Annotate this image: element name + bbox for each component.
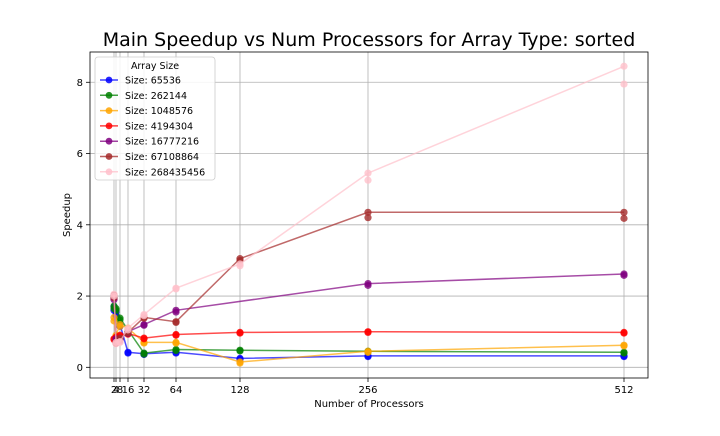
series-group bbox=[110, 302, 628, 358]
x-tick-label: 256 bbox=[358, 385, 377, 396]
data-point bbox=[112, 306, 120, 314]
legend-entry: Size: 1048576 bbox=[100, 106, 193, 117]
y-axis-label: Speedup bbox=[62, 193, 73, 237]
data-point bbox=[140, 312, 148, 320]
x-tick-label: 64 bbox=[170, 385, 183, 396]
series-group bbox=[110, 328, 628, 344]
data-point bbox=[124, 349, 132, 357]
x-tick-label: 16 bbox=[122, 385, 135, 396]
legend-label: Size: 67108864 bbox=[125, 152, 199, 163]
legend-entry: Size: 16777216 bbox=[100, 137, 199, 148]
legend-entry: Size: 268435456 bbox=[100, 167, 205, 178]
data-point bbox=[364, 169, 372, 177]
data-point bbox=[236, 329, 244, 337]
data-point bbox=[172, 308, 180, 316]
series-layer bbox=[110, 62, 628, 367]
data-point bbox=[620, 62, 628, 70]
data-point bbox=[172, 331, 180, 339]
plot-frame bbox=[89, 51, 649, 379]
legend-marker bbox=[105, 168, 113, 176]
legend-marker bbox=[105, 137, 113, 145]
x-tick-label: 128 bbox=[230, 385, 249, 396]
legend-box bbox=[94, 56, 216, 181]
data-point bbox=[620, 80, 628, 88]
data-point bbox=[236, 262, 244, 270]
data-point bbox=[172, 346, 180, 355]
data-point bbox=[236, 347, 244, 355]
legend-marker bbox=[105, 76, 113, 84]
legend-label: Size: 262144 bbox=[125, 91, 187, 102]
x-tick-label: 512 bbox=[614, 385, 633, 396]
data-point bbox=[620, 342, 628, 350]
series-group bbox=[110, 62, 628, 348]
legend-marker bbox=[105, 153, 113, 160]
legend-entry: Size: 4194304 bbox=[100, 121, 193, 132]
data-point bbox=[236, 359, 244, 367]
data-point bbox=[172, 318, 180, 327]
y-tick-label: 2 bbox=[77, 292, 83, 303]
legend-label: Size: 65536 bbox=[125, 76, 181, 87]
legend-entry: Size: 262144 bbox=[100, 91, 187, 102]
legend-label: Size: 268435456 bbox=[125, 167, 205, 178]
y-tick-label: 0 bbox=[77, 363, 83, 374]
x-axis-label: Number of Processors bbox=[314, 399, 424, 410]
data-point bbox=[364, 328, 372, 336]
data-point bbox=[172, 339, 180, 347]
chart-title: Main Speedup vs Num Processors for Array… bbox=[103, 29, 636, 51]
x-tick-label: 2 bbox=[111, 385, 117, 396]
data-point bbox=[620, 271, 628, 279]
x-tick-label: 32 bbox=[138, 385, 151, 396]
legend-marker bbox=[105, 91, 113, 99]
data-point bbox=[364, 281, 372, 289]
data-point bbox=[140, 350, 148, 358]
x-tick-label: 4 bbox=[113, 385, 119, 396]
data-point bbox=[110, 292, 118, 300]
legend-marker bbox=[105, 107, 113, 114]
data-point bbox=[116, 322, 124, 330]
y-tick-label: 4 bbox=[77, 220, 83, 231]
y-tick-label: 6 bbox=[77, 149, 83, 160]
data-point bbox=[364, 208, 372, 216]
data-point bbox=[364, 348, 372, 356]
x-tick-label: 8 bbox=[117, 385, 123, 396]
data-point bbox=[620, 208, 628, 216]
data-point bbox=[620, 349, 628, 357]
data-point bbox=[364, 176, 372, 184]
y-tick-label: 8 bbox=[77, 78, 83, 89]
series-group bbox=[110, 208, 628, 347]
data-point bbox=[140, 335, 148, 343]
data-point bbox=[620, 329, 628, 337]
legend-marker bbox=[105, 122, 113, 130]
data-point bbox=[140, 321, 148, 329]
data-point bbox=[116, 338, 124, 346]
legend-label: Size: 16777216 bbox=[125, 137, 199, 148]
legend-label: Size: 4194304 bbox=[125, 121, 193, 132]
data-point bbox=[620, 214, 628, 222]
legend-label: Size: 1048576 bbox=[125, 106, 193, 117]
y-axis-ticks: 0 2 4 6 8 bbox=[77, 78, 90, 374]
legend-entry: Size: 67108864 bbox=[100, 152, 199, 163]
data-point bbox=[110, 317, 118, 325]
data-point bbox=[124, 326, 132, 334]
legend-title: Array Size bbox=[131, 61, 179, 72]
data-point bbox=[364, 214, 372, 222]
data-point bbox=[172, 285, 180, 293]
legend-entry: Size: 65536 bbox=[100, 76, 181, 87]
legend-items: Size: 65536 Size: 262144 Size: 1048576 Size… bbox=[100, 76, 205, 178]
